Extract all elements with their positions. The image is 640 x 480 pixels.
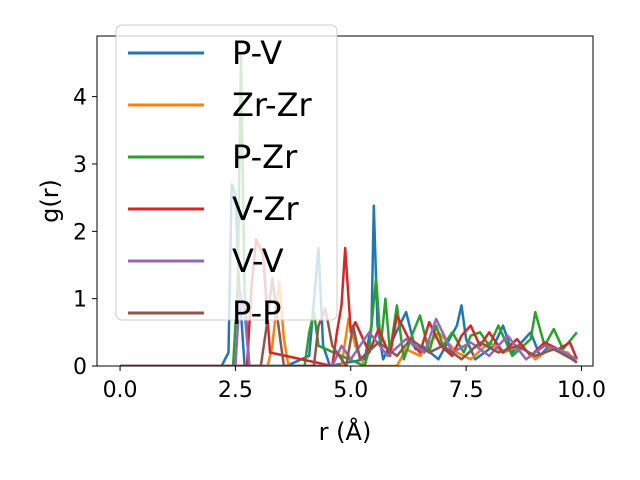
series-line-p-p <box>120 277 578 366</box>
legend-label-zr-zr: Zr-Zr <box>232 86 313 124</box>
x-tick-label: 7.5 <box>449 378 484 403</box>
y-tick-label: 2 <box>73 220 87 245</box>
x-tick-label: 2.5 <box>218 378 253 403</box>
y-tick-label: 4 <box>73 86 87 111</box>
legend-label-v-v: V-V <box>232 242 284 280</box>
y-axis-ticks: 0 1 2 3 4 <box>73 86 97 380</box>
series-line-p-zr <box>120 54 578 366</box>
x-tick-label: 10.0 <box>557 378 606 403</box>
legend-label-v-zr: V-Zr <box>232 190 299 228</box>
x-axis-ticks: 0.0 2.5 5.0 7.5 10.0 <box>103 366 606 403</box>
legend-label-p-v: P-V <box>232 34 282 72</box>
series-line-v-v <box>120 290 578 366</box>
x-axis-label: r (Å) <box>319 417 372 446</box>
x-tick-label: 5.0 <box>333 378 368 403</box>
series-line-v-zr <box>120 238 579 366</box>
legend: P-V Zr-Zr P-Zr V-Zr V-V P-P <box>115 24 338 332</box>
y-tick-label: 3 <box>73 153 87 178</box>
plot-frame <box>96 35 594 367</box>
legend-label-p-zr: P-Zr <box>232 138 298 176</box>
x-tick-label: 0.0 <box>103 378 138 403</box>
legend-box <box>115 24 338 321</box>
y-axis-label: g(r) <box>36 179 64 223</box>
legend-label-p-p: P-P <box>232 294 281 332</box>
y-tick-label: 1 <box>73 288 87 313</box>
y-tick-label: 0 <box>73 355 87 380</box>
